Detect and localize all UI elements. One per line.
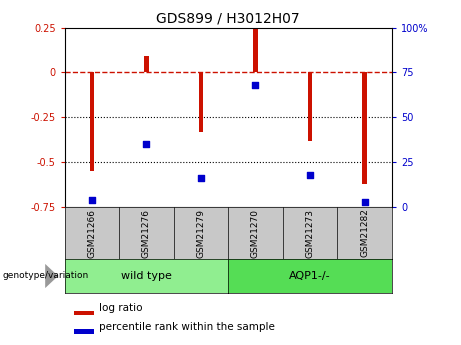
Bar <box>199 72 203 132</box>
Point <box>88 197 95 203</box>
Text: GSM21273: GSM21273 <box>306 208 314 258</box>
Bar <box>144 56 148 72</box>
Point <box>142 141 150 147</box>
Text: AQP1-/-: AQP1-/- <box>289 271 331 281</box>
Text: percentile rank within the sample: percentile rank within the sample <box>99 322 275 332</box>
Text: wild type: wild type <box>121 271 172 281</box>
Polygon shape <box>45 264 58 288</box>
Bar <box>74 329 94 334</box>
Point <box>361 199 368 204</box>
Text: genotype/variation: genotype/variation <box>2 272 89 280</box>
Text: GSM21276: GSM21276 <box>142 208 151 258</box>
Text: GSM21270: GSM21270 <box>251 208 260 258</box>
Text: log ratio: log ratio <box>99 303 142 313</box>
Point <box>252 82 259 88</box>
Point <box>197 176 205 181</box>
Title: GDS899 / H3012H07: GDS899 / H3012H07 <box>156 11 300 25</box>
Text: GSM21282: GSM21282 <box>360 208 369 257</box>
Bar <box>89 72 94 171</box>
Text: GSM21266: GSM21266 <box>87 208 96 258</box>
Bar <box>362 72 367 184</box>
Bar <box>308 72 312 141</box>
Bar <box>74 311 94 315</box>
Point <box>306 172 313 177</box>
Text: GSM21279: GSM21279 <box>196 208 206 258</box>
Bar <box>253 28 258 72</box>
